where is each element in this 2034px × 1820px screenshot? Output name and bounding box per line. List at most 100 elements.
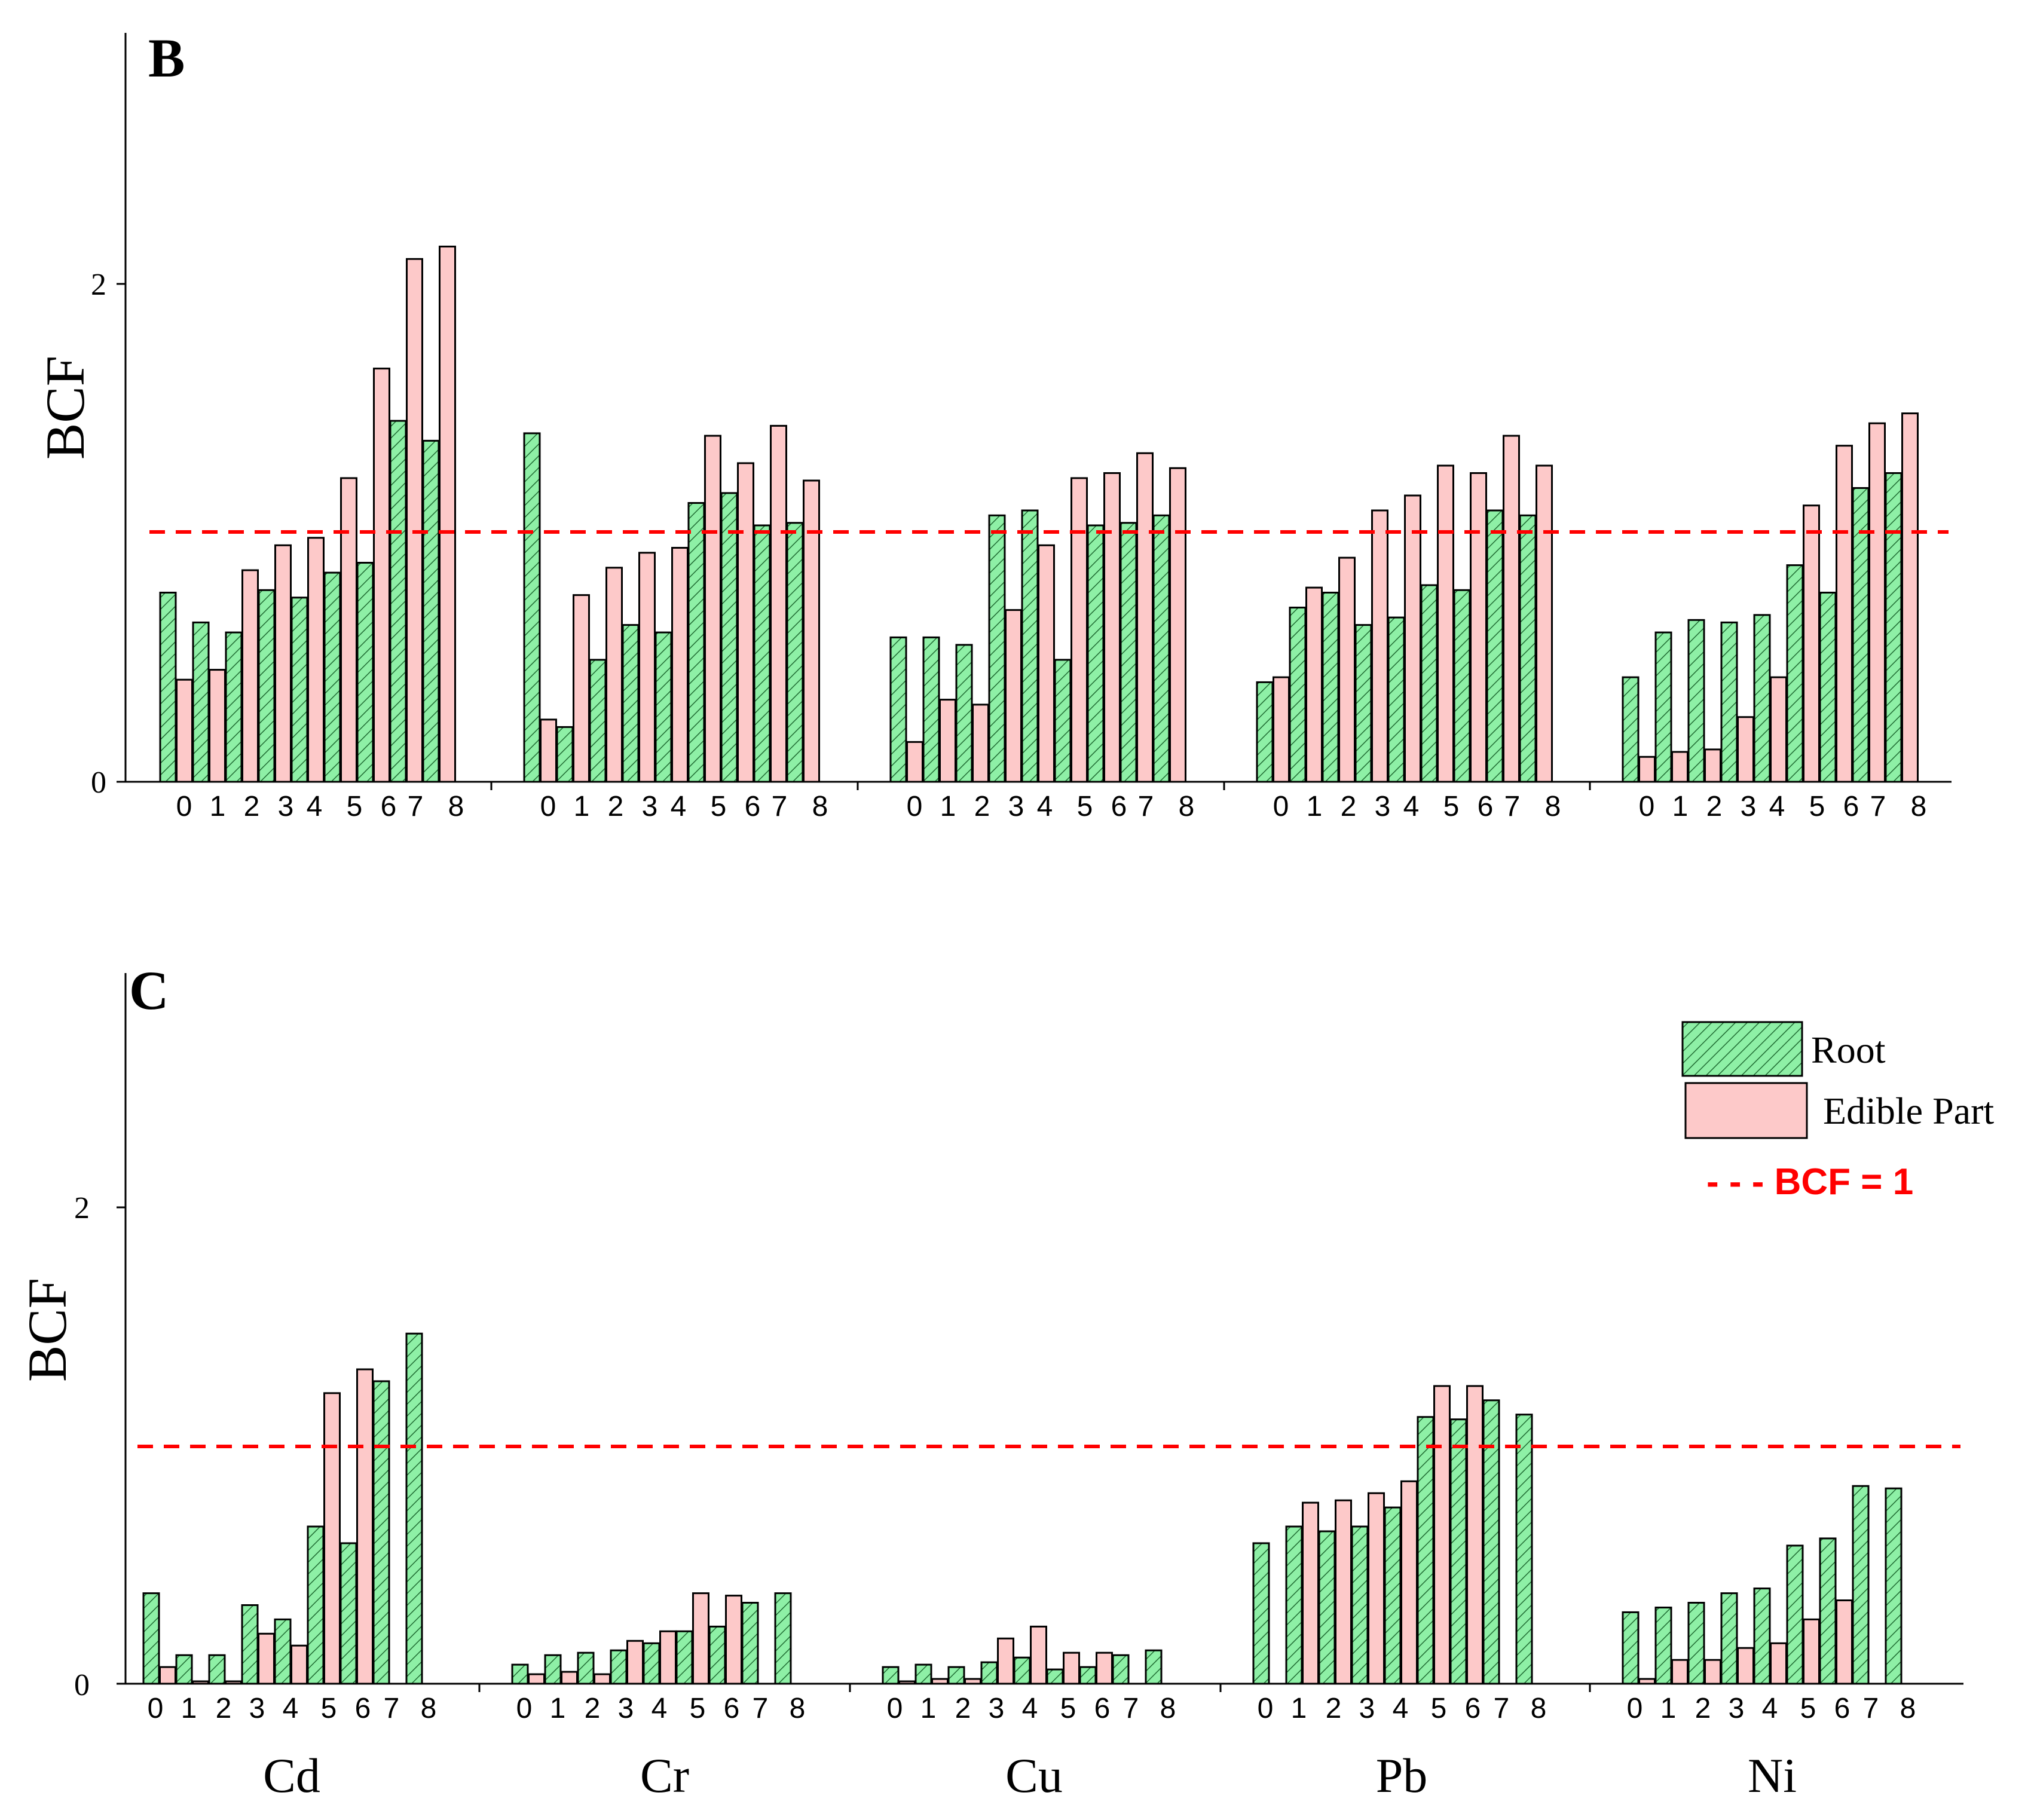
panel-b-cd-xtick-7: 7	[408, 791, 424, 822]
panel-c-ni-xtick-6: 6	[1834, 1693, 1851, 1724]
panel-b-pb-edible-bar-4	[1404, 494, 1421, 783]
panel-c-cu-xtick-0: 0	[887, 1693, 903, 1724]
panel-b-cr-edible-bar-5	[704, 435, 721, 783]
panel-c-cd-root-bar-5	[307, 1525, 325, 1685]
panel-c-label: C	[129, 960, 169, 1021]
panel-b-cd-edible-bar-1	[209, 669, 226, 783]
panel-c-cr-edible-bar-0	[528, 1673, 545, 1685]
panel-c-ni-xtick-0: 0	[1627, 1693, 1643, 1724]
panel-c-ytick-0: 0	[74, 1668, 90, 1702]
panel-b-cu-xtick-8: 8	[1179, 791, 1195, 822]
panel-b-ni-root-bar-0	[1622, 676, 1640, 783]
panel-c-cu-root-bar-4	[1013, 1656, 1031, 1685]
panel-c-cu-edible-bar-5	[1063, 1651, 1080, 1685]
panel-b-cu-xtick-6: 6	[1111, 791, 1127, 822]
panel-c-cr-edible-bar-2	[594, 1673, 611, 1685]
panel-c-cu-xtick-6: 6	[1094, 1693, 1111, 1724]
panel-c-ni-xtick-2: 2	[1695, 1693, 1711, 1724]
panel-b-cr-root-bar-3	[622, 624, 640, 783]
panel-c-cu-root-bar-7	[1112, 1654, 1130, 1685]
panel-c-ni-root-bar-2	[1687, 1602, 1705, 1685]
panel-b-pb-xtick-3: 3	[1375, 791, 1391, 822]
panel-c-cr-edible-bar-5	[692, 1592, 709, 1685]
panel-b-cd-edible-bar-6	[373, 368, 390, 783]
panel-b-cd-xtick-2: 2	[244, 791, 260, 822]
legend-edible-swatch	[1684, 1082, 1808, 1139]
panel-b-cd-root-bar-7	[389, 420, 407, 783]
panel-b-cr-edible-bar-0	[540, 718, 557, 783]
panel-b-cr-edible-bar-6	[737, 462, 754, 783]
panel-b-cd-root-bar-3	[258, 589, 276, 783]
panel-b-cr-edible-bar-1	[573, 594, 590, 783]
panel-b-ni-edible-bar-8	[1901, 412, 1919, 783]
panel-b-pb-edible-bar-3	[1371, 509, 1388, 783]
panel-c-cu-root-bar-0	[882, 1666, 900, 1685]
panel-c-pb-root-bar-2	[1318, 1530, 1336, 1685]
panel-c-cr-root-bar-7	[741, 1602, 759, 1685]
panel-c-pb-xtick-2: 2	[1326, 1693, 1342, 1724]
panel-c-cd-edible-bar-3	[258, 1632, 275, 1685]
panel-c-ni-xtick-1: 1	[1660, 1693, 1677, 1724]
panel-b-cu-xtick-0: 0	[907, 791, 923, 822]
panel-c-cd-root-bar-2	[208, 1654, 226, 1685]
panel-b-cr-edible-bar-3	[638, 552, 656, 783]
panel-b-ni-edible-bar-4	[1770, 676, 1787, 783]
panel-c-y-label: BCF	[17, 1278, 78, 1382]
element-label-cd: Cd	[263, 1748, 320, 1803]
panel-c-pb-root-bar-0	[1252, 1542, 1270, 1685]
panel-c-cr-xtick-1: 1	[550, 1693, 566, 1724]
panel-c-cu-root-bar-6	[1079, 1666, 1097, 1685]
panel-b-pb-xtick-7: 7	[1504, 791, 1521, 822]
panel-b-cr-xtick-7: 7	[772, 791, 788, 822]
panel-b-cr-root-bar-7	[753, 524, 771, 783]
panel-b-ni-xtick-7: 7	[1870, 791, 1886, 822]
panel-b-cd-xtick-0: 0	[176, 791, 192, 822]
panel-c-cd-xtick-0: 0	[148, 1693, 164, 1724]
panel-b-cu-root-bar-4	[1021, 509, 1039, 783]
panel-c-pb-xtick-4: 4	[1393, 1693, 1409, 1724]
panel-b-pb-edible-bar-6	[1470, 472, 1487, 783]
panel-b-cr-edible-bar-4	[671, 547, 689, 783]
panel-c-cd-root-bar-3	[241, 1604, 259, 1685]
panel-b-y-label: BCF	[35, 356, 96, 460]
panel-c-cd-xtick-4: 4	[283, 1693, 299, 1724]
panel-c-pb-root-bar-4	[1384, 1506, 1402, 1685]
panel-b-pb-xtick-1: 1	[1307, 791, 1323, 822]
panel-c-cu-edible-bar-2	[964, 1678, 981, 1685]
panel-c-cu-root-bar-1	[914, 1663, 932, 1685]
panel-c-pb-edible-bar-6	[1466, 1385, 1484, 1685]
panel-c-pb-xtick-8: 8	[1531, 1693, 1547, 1724]
panel-b-cr-xtick-8: 8	[812, 791, 828, 822]
panel-b-cd-root-bar-0	[159, 592, 177, 783]
panel-b-cu-root-bar-6	[1087, 524, 1105, 783]
panel-b-cu-root-bar-3	[988, 514, 1006, 783]
panel-c-cu-root-bar-8	[1145, 1649, 1163, 1685]
panel-b-cd-root-bar-6	[356, 562, 374, 783]
panel-b-pb-edible-bar-1	[1305, 586, 1323, 783]
panel-b-cu-edible-bar-5	[1070, 477, 1088, 783]
panel-c-pb-root-bar-1	[1285, 1525, 1303, 1685]
panel-c-cu-edible-bar-0	[898, 1680, 916, 1685]
element-label-ni: Ni	[1748, 1748, 1797, 1803]
panel-b-cr-edible-bar-2	[605, 567, 623, 783]
panel-c-pb-root-bar-3	[1351, 1525, 1369, 1685]
panel-b-cu-root-bar-7	[1120, 522, 1137, 783]
panel-b-ni-root-bar-3	[1720, 621, 1738, 783]
panel-c-cd-root-bar-0	[142, 1592, 160, 1685]
panel-b-pb-root-bar-5	[1420, 584, 1438, 783]
panel-b-ni-edible-bar-1	[1671, 751, 1689, 783]
panel-c-cd-root-bar-8	[405, 1332, 423, 1685]
panel-c-cd-xtick-5: 5	[321, 1693, 337, 1724]
panel-c-cr-xtick-4: 4	[652, 1693, 668, 1724]
panel-c-ni-root-bar-1	[1654, 1607, 1672, 1685]
panel-b-ni-root-bar-7	[1852, 487, 1870, 783]
panel-c-cd-root-bar-4	[274, 1618, 292, 1685]
panel-b-cu-root-bar-1	[922, 636, 940, 783]
panel-c-cr-root-bar-1	[544, 1654, 562, 1685]
panel-c-cd-xtick-6: 6	[355, 1693, 371, 1724]
panel-c-cd-root-bar-1	[175, 1654, 193, 1685]
panel-b-cr-xtick-1: 1	[574, 791, 590, 822]
panel-b-pb-xtick-0: 0	[1273, 791, 1289, 822]
